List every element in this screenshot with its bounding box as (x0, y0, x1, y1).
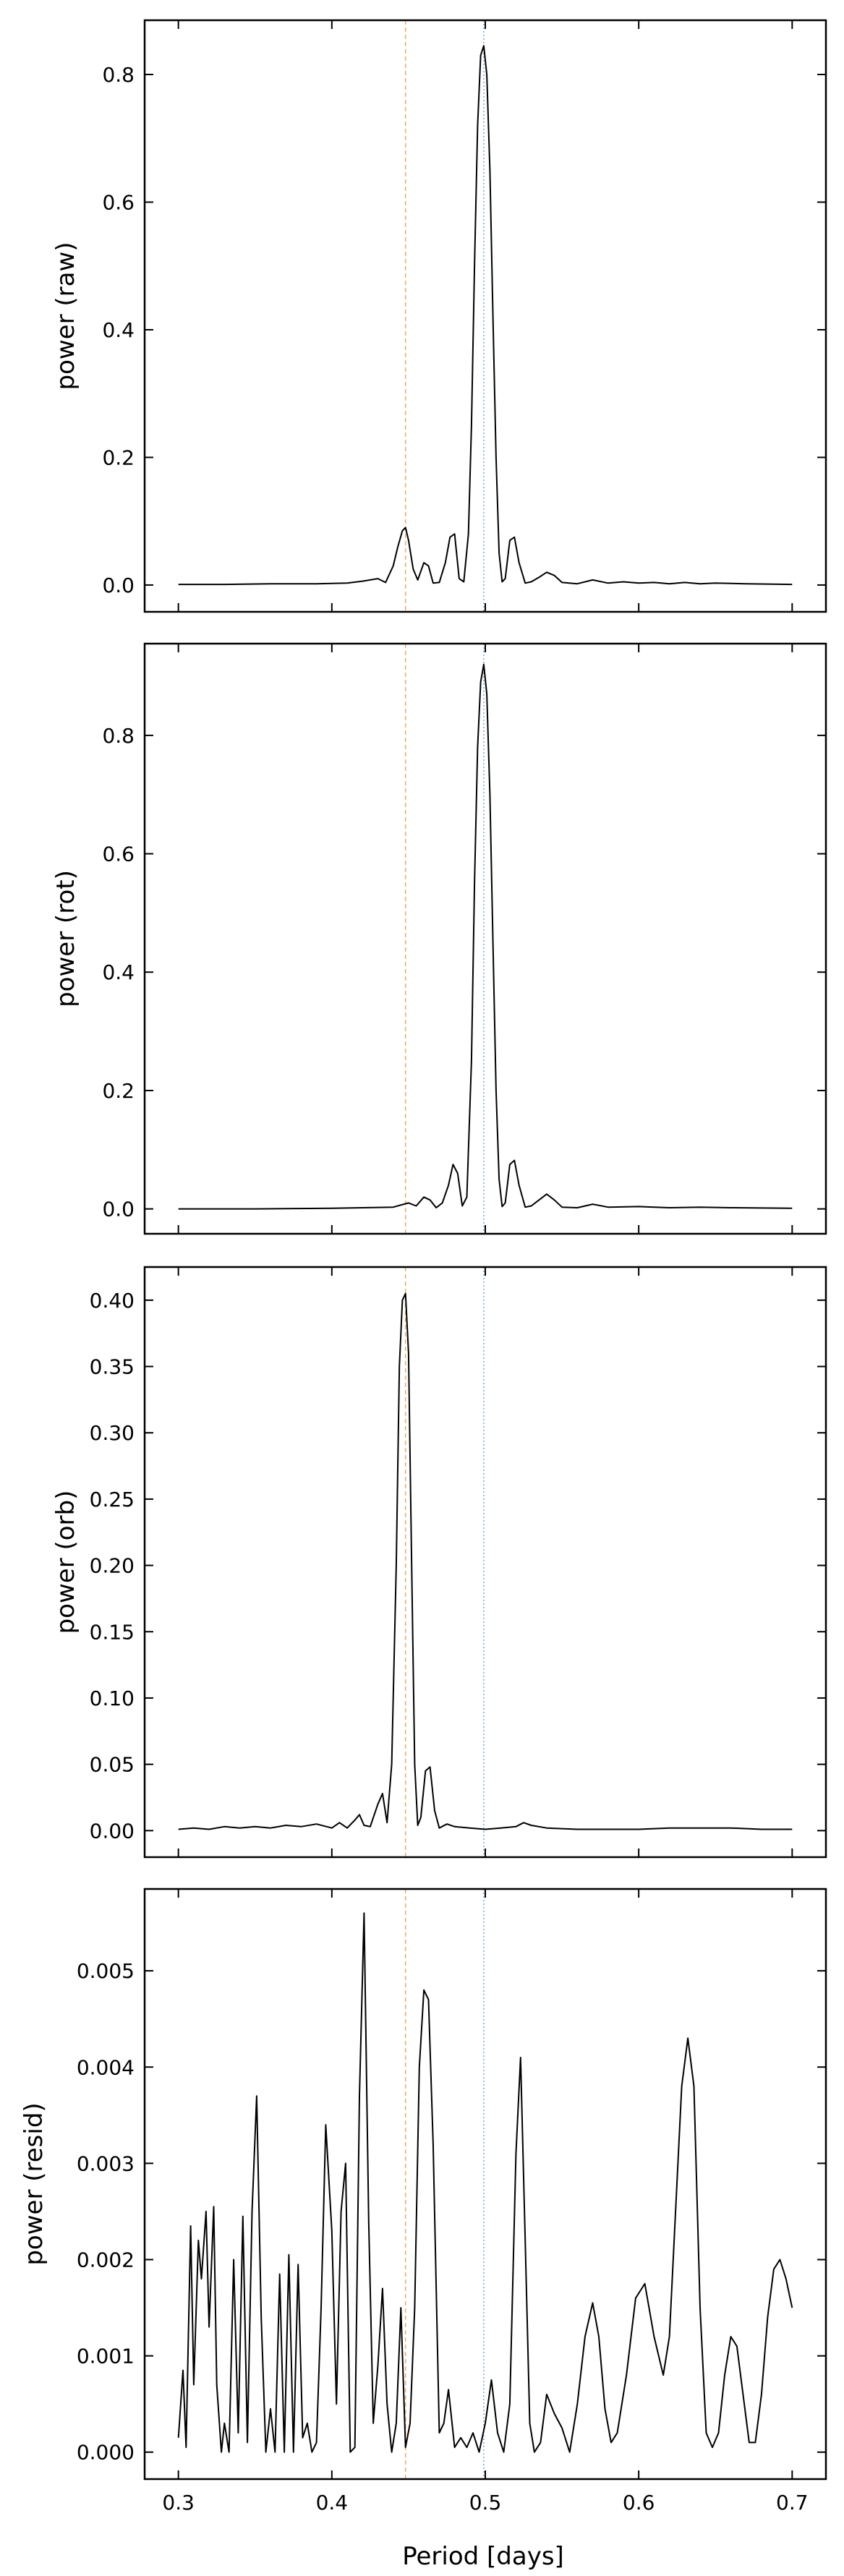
raw-y-tick-label: 0.4 (102, 318, 135, 342)
orb-y-tick-label: 0.05 (90, 1753, 135, 1777)
orb-y-tick-label: 0.20 (90, 1554, 135, 1578)
orb-y-tick-label: 0.25 (90, 1488, 135, 1511)
rot-axes-frame (143, 642, 827, 1235)
raw-series-line (178, 45, 793, 586)
resid-y-tick-label: 0.003 (77, 2151, 135, 2175)
resid-y-tick-label: 0.002 (77, 2248, 135, 2272)
resid-y-tick-label: 0.000 (77, 2441, 135, 2465)
rot-y-tick-label: 0.2 (102, 1079, 135, 1103)
orb-axes-frame (143, 1266, 827, 1859)
panel-resid: 0.3 0.4 0.5 0.6 0.7 0.000 0.001 0.002 0.003 0.004… (20, 1888, 827, 2515)
resid-y-tick-label: 0.001 (77, 2345, 135, 2368)
x-axis-label: Period [days] (402, 2542, 564, 2571)
orb-y-tick-label: 0.00 (90, 1819, 135, 1843)
x-tick-label: 0.3 (162, 2491, 195, 2515)
orb-y-tick-label: 0.40 (90, 1289, 135, 1313)
panel-orb: 0.00 0.05 0.10 0.15 0.20 0.25 0.30 0.35 0.40 powe… (51, 1266, 827, 1859)
panel-rot: 0.0 0.2 0.4 0.6 0.8 power (rot) (51, 642, 827, 1235)
raw-y-axis-label: power (raw) (51, 242, 80, 390)
rot-y-tick-label: 0.0 (102, 1198, 135, 1221)
x-tick-label: 0.6 (623, 2491, 655, 2515)
rot-y-axis-label: power (rot) (51, 870, 80, 1007)
orb-y-tick-label: 0.10 (90, 1686, 135, 1710)
rot-y-tick-label: 0.8 (102, 724, 135, 748)
orb-y-axis-label: power (orb) (51, 1490, 80, 1634)
orb-y-tick-label: 0.30 (90, 1421, 135, 1445)
resid-y-tick-label: 0.004 (77, 2055, 135, 2079)
rot-series-line (178, 663, 793, 1210)
raw-y-tick-label: 0.0 (102, 573, 135, 597)
raw-y-tick-label: 0.2 (102, 445, 135, 469)
panel-raw: 0.0 0.2 0.4 0.6 0.8 power (raw) (51, 19, 827, 613)
rot-y-tick-label: 0.4 (102, 960, 135, 984)
rot-y-tick-label: 0.6 (102, 843, 135, 866)
orb-y-tick-label: 0.15 (90, 1620, 135, 1644)
orb-series-line (178, 1292, 793, 1830)
x-tick-label: 0.4 (316, 2491, 349, 2515)
raw-y-tick-label: 0.8 (102, 63, 135, 87)
resid-y-tick-label: 0.005 (77, 1959, 135, 1983)
x-tick-label: 0.7 (776, 2491, 809, 2515)
orb-y-tick-label: 0.35 (90, 1355, 135, 1379)
resid-y-axis-label: power (resid) (20, 2102, 48, 2265)
x-tick-label: 0.5 (469, 2491, 502, 2515)
resid-series-line (177, 1912, 793, 2453)
raw-axes-frame (143, 19, 827, 613)
raw-y-tick-label: 0.6 (102, 190, 135, 214)
